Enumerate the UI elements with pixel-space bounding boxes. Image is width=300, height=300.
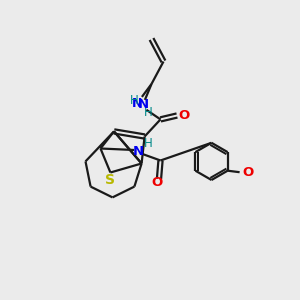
Text: O: O — [242, 166, 253, 179]
Text: H: H — [144, 136, 153, 150]
Text: O: O — [152, 176, 163, 189]
Text: N: N — [133, 145, 144, 158]
Text: H: H — [130, 94, 139, 107]
Text: O: O — [179, 109, 190, 122]
Text: N: N — [138, 98, 149, 111]
Text: H: H — [143, 106, 152, 119]
Text: N: N — [132, 97, 142, 110]
Text: S: S — [105, 173, 116, 187]
